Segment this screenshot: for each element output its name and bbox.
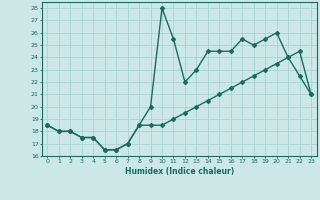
X-axis label: Humidex (Indice chaleur): Humidex (Indice chaleur) [124,167,234,176]
